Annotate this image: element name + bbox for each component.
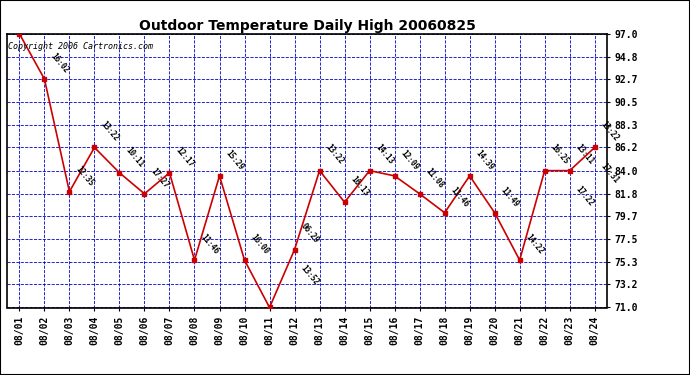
Text: 13:22: 13:22 [599, 120, 620, 143]
Text: 11:49: 11:49 [499, 185, 520, 209]
Text: 17:27: 17:27 [148, 166, 170, 190]
Text: 13:11: 13:11 [574, 143, 595, 166]
Text: 13:52: 13:52 [299, 264, 320, 287]
Text: 16:00: 16:00 [248, 232, 270, 256]
Text: 17:22: 17:22 [574, 184, 595, 208]
Title: Outdoor Temperature Daily High 20060825: Outdoor Temperature Daily High 20060825 [139, 19, 475, 33]
Text: 12:35: 12:35 [74, 164, 95, 188]
Text: 14:22: 14:22 [524, 232, 546, 256]
Text: Copyright 2006 Cartronics.com: Copyright 2006 Cartronics.com [8, 42, 153, 51]
Text: 14:13: 14:13 [374, 143, 395, 166]
Text: 11:08: 11:08 [424, 166, 446, 190]
Text: 16:02: 16:02 [48, 51, 70, 75]
Text: 16:25: 16:25 [549, 143, 571, 166]
Text: 12:09: 12:09 [399, 148, 420, 172]
Text: 10:11: 10:11 [124, 145, 146, 169]
Text: 17:31: 17:31 [599, 161, 620, 185]
Text: 12:17: 12:17 [174, 145, 195, 169]
Text: 14:39: 14:39 [474, 148, 495, 172]
Text: 16:13: 16:13 [348, 174, 371, 198]
Text: 11:46: 11:46 [199, 232, 220, 256]
Text: 15:29: 15:29 [224, 148, 246, 172]
Text: 13:22: 13:22 [99, 120, 120, 143]
Text: 11:46: 11:46 [448, 185, 471, 209]
Text: 13:22: 13:22 [324, 143, 346, 166]
Text: 06:29: 06:29 [299, 222, 320, 245]
